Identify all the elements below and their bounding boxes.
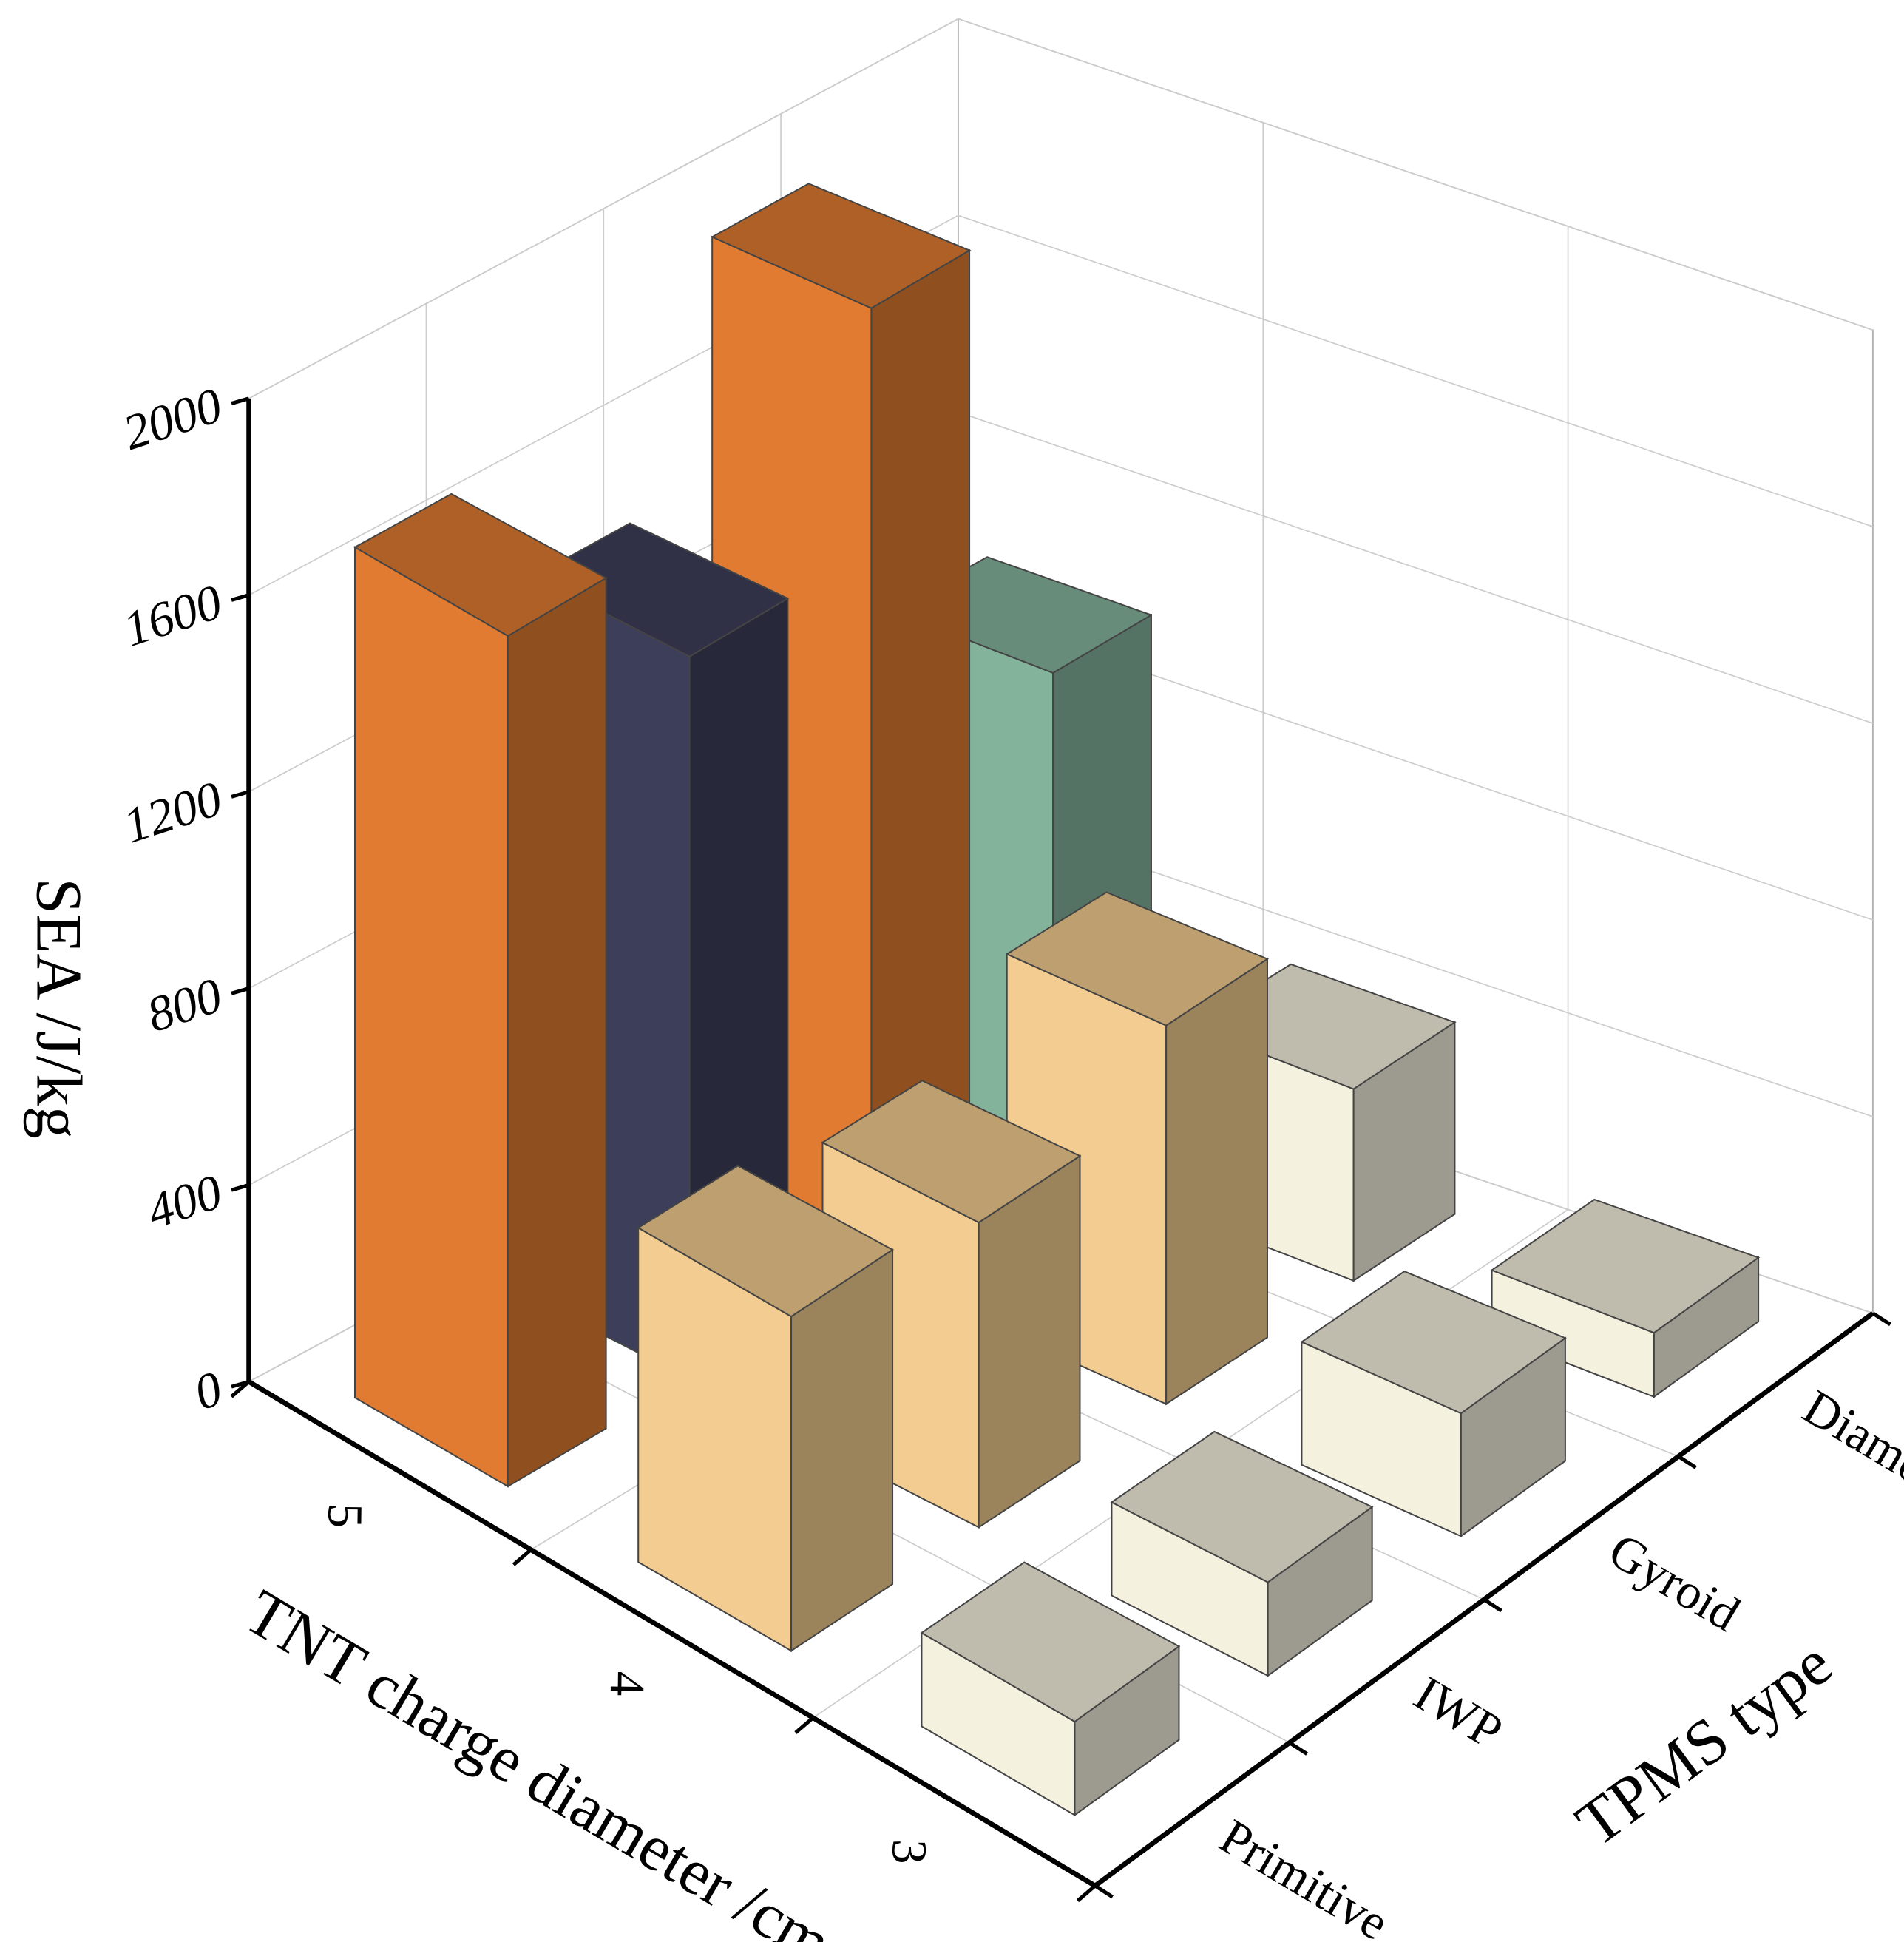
bar-top [1300, 1270, 1567, 1415]
bar-top [637, 1165, 895, 1318]
x-tick [1076, 1884, 1097, 1903]
z-tick-label: 1200 [117, 771, 228, 854]
z-axis-title: SEA /J/kg [24, 878, 95, 1139]
bar [1110, 1430, 1374, 1677]
bar-side [790, 1248, 894, 1653]
x-tick-label: 5 [317, 1503, 373, 1529]
bar-top [353, 493, 608, 637]
z-tick-label: 0 [188, 1360, 228, 1421]
x-tick [230, 1380, 251, 1398]
bar [353, 493, 608, 1488]
z-tick-label: 1600 [117, 574, 228, 657]
bar-side [507, 576, 607, 1488]
z-tick [231, 593, 250, 602]
bar-front [353, 546, 509, 1488]
z-tick [231, 790, 250, 799]
y-tick [1677, 1455, 1697, 1469]
z-tick [231, 1183, 250, 1192]
z-tick-label: 2000 [117, 377, 228, 461]
bar-top [1110, 1430, 1374, 1583]
bar-top [710, 183, 972, 309]
bar-side [1165, 957, 1268, 1406]
y-tick [1094, 1884, 1114, 1899]
grid-line [248, 214, 1874, 596]
y-axis-title: TPMS type [1563, 1626, 1845, 1860]
bar-top [1490, 1198, 1761, 1334]
bar [920, 1561, 1181, 1817]
grid-line [248, 18, 1874, 399]
x-tick-label: 4 [600, 1671, 655, 1696]
z-tick [231, 987, 250, 995]
y-tick-label: Gyroid [1599, 1522, 1749, 1642]
y-tick [1288, 1741, 1308, 1756]
y-tick-label: Primitive [1210, 1808, 1398, 1942]
bar [1490, 1198, 1761, 1398]
y-tick-label: IWP [1405, 1665, 1511, 1760]
bar-top [532, 522, 790, 657]
x-tick [794, 1716, 815, 1734]
z-tick-label: 800 [140, 967, 228, 1043]
y-tick [1483, 1597, 1502, 1613]
bar [637, 1165, 895, 1653]
y-tick-label: Diamond [1794, 1379, 1904, 1522]
y-tick [1871, 1311, 1891, 1327]
z-tick-label: 400 [140, 1164, 228, 1240]
x-tick-label: 3 [881, 1838, 937, 1864]
bar-top [821, 1080, 1082, 1224]
bar-top [920, 1561, 1181, 1723]
x-axis [247, 1379, 1097, 1888]
bar-top [1005, 891, 1270, 1026]
x-tick [512, 1548, 532, 1566]
bar [1300, 1270, 1567, 1538]
z-tick [231, 396, 250, 405]
